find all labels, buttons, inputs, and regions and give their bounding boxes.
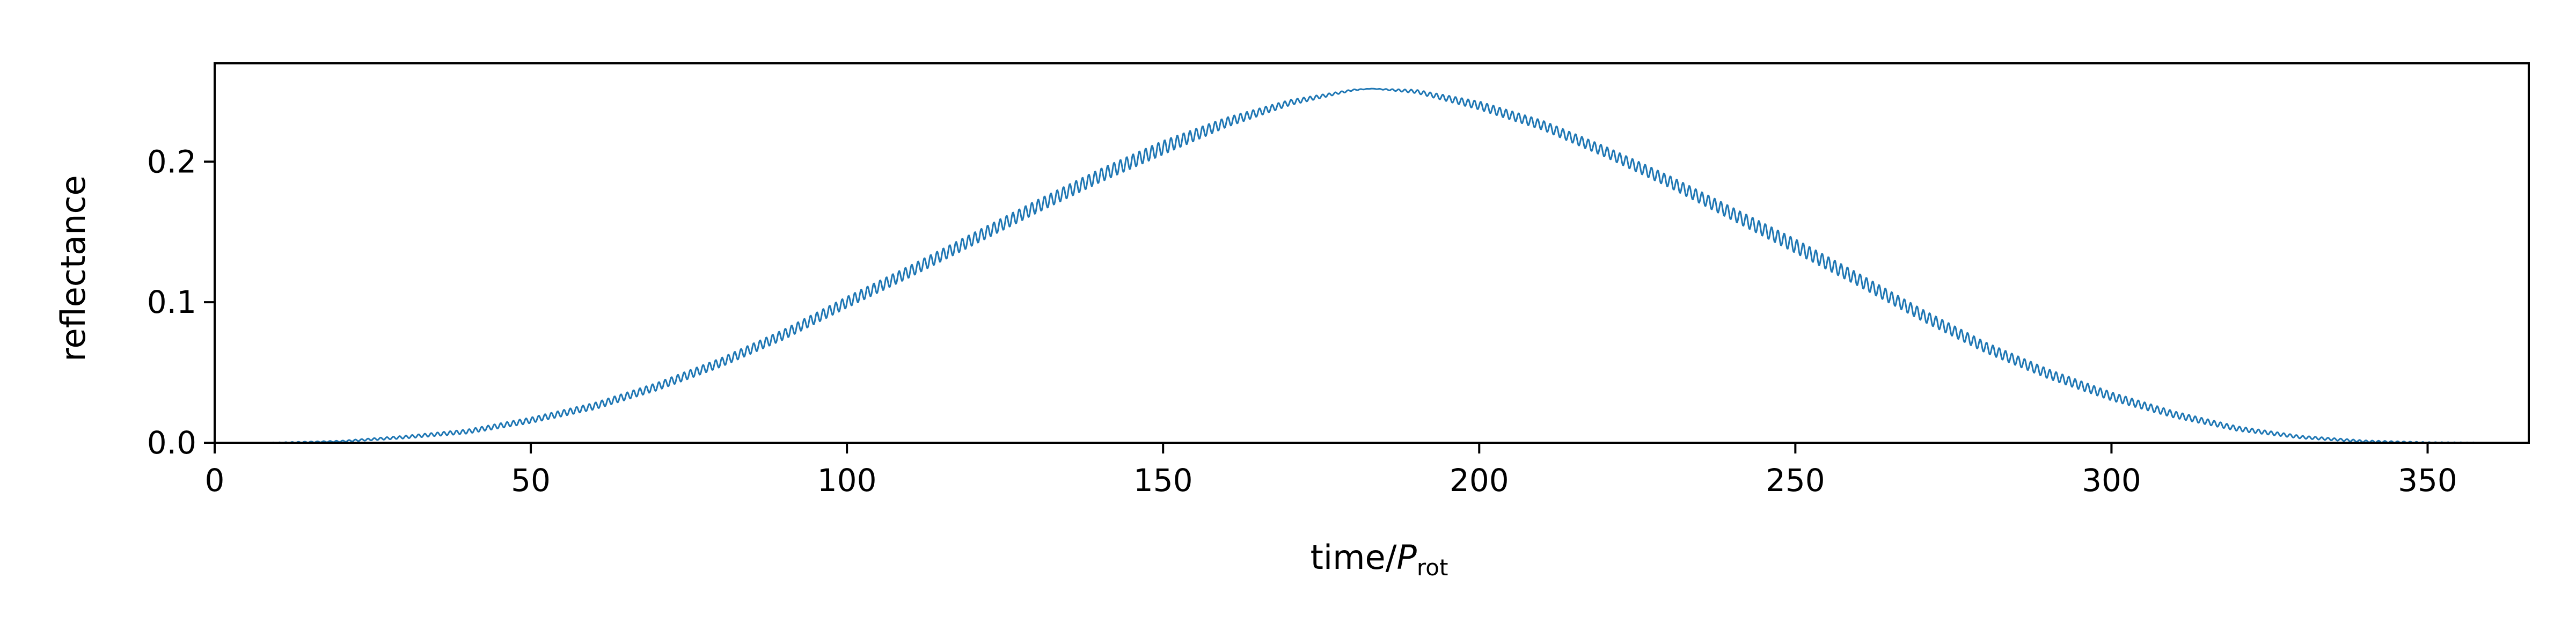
x-tick-label: 250 xyxy=(1766,462,1825,499)
x-tick-label: 300 xyxy=(2082,462,2141,499)
x-axis-label: time/Prot xyxy=(1311,538,1448,581)
x-tick-label: 200 xyxy=(1450,462,1509,499)
x-tick-label: 50 xyxy=(511,462,551,499)
x-tick-label: 100 xyxy=(817,462,877,499)
plot-area xyxy=(214,62,2530,444)
y-axis: 0.0 0.1 0.2 xyxy=(147,143,215,461)
x-tick-label: 350 xyxy=(2398,462,2457,499)
x-tick-label: 150 xyxy=(1133,462,1193,499)
y-tick-label: 0.2 xyxy=(147,143,196,180)
y-tick-label: 0.0 xyxy=(147,425,196,461)
y-tick-label: 0.1 xyxy=(147,284,196,320)
x-tick-label: 0 xyxy=(205,462,225,499)
y-axis-label: reflectance xyxy=(54,175,93,361)
series-line-0 xyxy=(214,87,2529,444)
x-axis: 0 50 100 150 200 250 300 350 xyxy=(205,443,2457,499)
plot-frame xyxy=(214,62,2530,444)
